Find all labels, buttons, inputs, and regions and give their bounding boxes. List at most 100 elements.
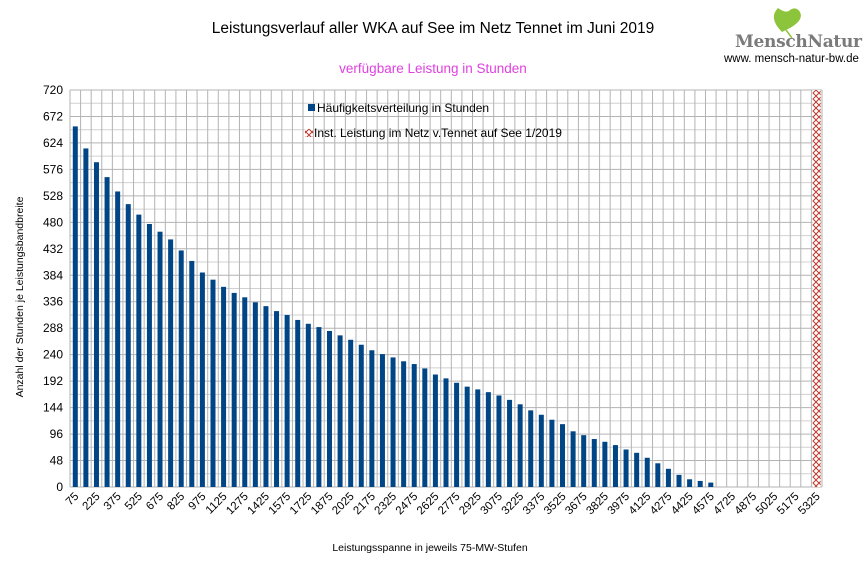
legend-label-installed: Inst. Leistung im Netz v.Tennet auf See …: [314, 126, 562, 140]
bar-frequency: [252, 302, 258, 487]
bar-frequency: [411, 364, 417, 487]
y-tick-label: 528: [43, 189, 63, 203]
bar-frequency: [401, 361, 407, 487]
bar-frequency: [602, 441, 608, 487]
chart-subtitle: verfügbare Leistung in Stunden: [339, 61, 527, 76]
x-tick-label: 75: [64, 491, 82, 509]
bar-frequency: [242, 297, 248, 487]
bar-frequency: [697, 480, 703, 487]
bar-frequency: [358, 344, 364, 487]
bar-frequency: [581, 435, 587, 487]
bar-frequency: [305, 323, 311, 487]
bar-frequency: [125, 204, 131, 487]
y-tick-label: 240: [43, 348, 63, 362]
bar-frequency: [507, 399, 513, 487]
bar-frequency: [115, 191, 121, 487]
bar-frequency: [475, 389, 481, 487]
x-tick-label: 3975: [606, 491, 633, 518]
x-tick-label: 5025: [754, 491, 781, 518]
bar-frequency: [676, 474, 682, 487]
bar-frequency: [644, 457, 650, 487]
bar-frequency: [231, 292, 237, 487]
bar-frequency: [570, 431, 576, 487]
x-tick-label: 825: [165, 491, 187, 513]
bar-frequency: [369, 350, 375, 487]
x-tick-label: 525: [123, 491, 145, 513]
x-tick-label: 2025: [330, 491, 357, 518]
brand-url[interactable]: www. mensch-natur-bw.de: [724, 53, 859, 65]
y-tick-label: 48: [50, 454, 64, 468]
bar-frequency: [655, 463, 661, 487]
bar-frequency: [612, 445, 618, 487]
x-tick-label: 675: [144, 491, 166, 513]
y-tick-label: 288: [43, 321, 63, 335]
bar-frequency: [178, 250, 184, 487]
x-tick-label: 3075: [478, 491, 505, 518]
bar-frequency: [549, 419, 555, 487]
bar-frequency: [221, 286, 227, 487]
bar-frequency: [337, 335, 343, 487]
x-tick-label: 5325: [796, 491, 823, 518]
bar-frequency: [284, 314, 290, 487]
bar-frequency: [432, 374, 438, 487]
x-tick-label: 2325: [373, 491, 400, 518]
x-tick-label: 4725: [712, 491, 739, 518]
x-tick-label: 3225: [500, 491, 527, 518]
bar-frequency: [83, 148, 89, 488]
bar-frequency: [422, 368, 428, 487]
bar-frequency: [168, 239, 174, 487]
x-tick-label: 2175: [351, 491, 378, 518]
x-tick-label: 1275: [224, 491, 251, 518]
x-tick-label: 3375: [521, 491, 548, 518]
x-tick-label: 3825: [584, 491, 611, 518]
bar-frequency: [263, 306, 269, 487]
y-tick-label: 480: [43, 215, 63, 229]
brand-name: MenschNatur: [735, 32, 862, 52]
x-tick-label: 2925: [457, 491, 484, 518]
x-tick-label: 2475: [394, 491, 421, 518]
x-tick-label: 5175: [775, 491, 802, 518]
y-tick-label: 96: [50, 427, 64, 441]
chart-title: Leistungsverlauf aller WKA auf See im Ne…: [211, 20, 655, 37]
y-tick-label: 432: [43, 242, 63, 256]
bar-frequency: [136, 214, 142, 487]
bar-frequency: [623, 449, 629, 487]
bar-frequency: [708, 482, 714, 487]
x-tick-label: 1875: [309, 491, 336, 518]
bar-frequency: [316, 327, 322, 487]
bar-frequency: [454, 382, 460, 487]
x-tick-label: 2625: [415, 491, 442, 518]
y-tick-label: 720: [43, 83, 63, 97]
legend-swatch-frequency: [308, 104, 315, 111]
bar-frequency: [390, 357, 396, 487]
y-tick-label: 0: [56, 480, 63, 494]
x-tick-label: 2775: [436, 491, 463, 518]
bar-frequency: [496, 395, 502, 487]
legend: Häufigkeitsverteilung in Stunden Inst. L…: [305, 101, 562, 140]
bar-frequency: [687, 479, 693, 487]
y-tick-label: 624: [43, 136, 63, 150]
x-tick-label: 3675: [563, 491, 590, 518]
x-tick-label: 4575: [690, 491, 717, 518]
bar-frequency: [464, 386, 470, 487]
y-tick-label: 672: [43, 109, 63, 123]
bar-frequency: [210, 279, 216, 487]
x-tick-label: 3525: [542, 491, 569, 518]
y-tick-label: 192: [43, 374, 63, 388]
x-tick-label: 1425: [245, 491, 272, 518]
x-tick-label: 4425: [669, 491, 696, 518]
x-axis-label: Leistungsspanne in jeweils 75-MW-Stufen: [332, 542, 528, 554]
bar-frequency: [199, 272, 205, 487]
y-tick-label: 384: [43, 268, 63, 282]
bar-installed-capacity: [812, 90, 821, 487]
bar-frequency: [157, 231, 163, 487]
bar-frequency: [538, 414, 544, 487]
bar-frequency: [72, 126, 78, 488]
bar-frequency: [528, 410, 534, 487]
bar-frequency: [379, 354, 385, 487]
x-tick-label: 375: [102, 491, 124, 513]
x-tick-label: 1575: [267, 491, 294, 518]
bar-frequency: [517, 404, 523, 487]
